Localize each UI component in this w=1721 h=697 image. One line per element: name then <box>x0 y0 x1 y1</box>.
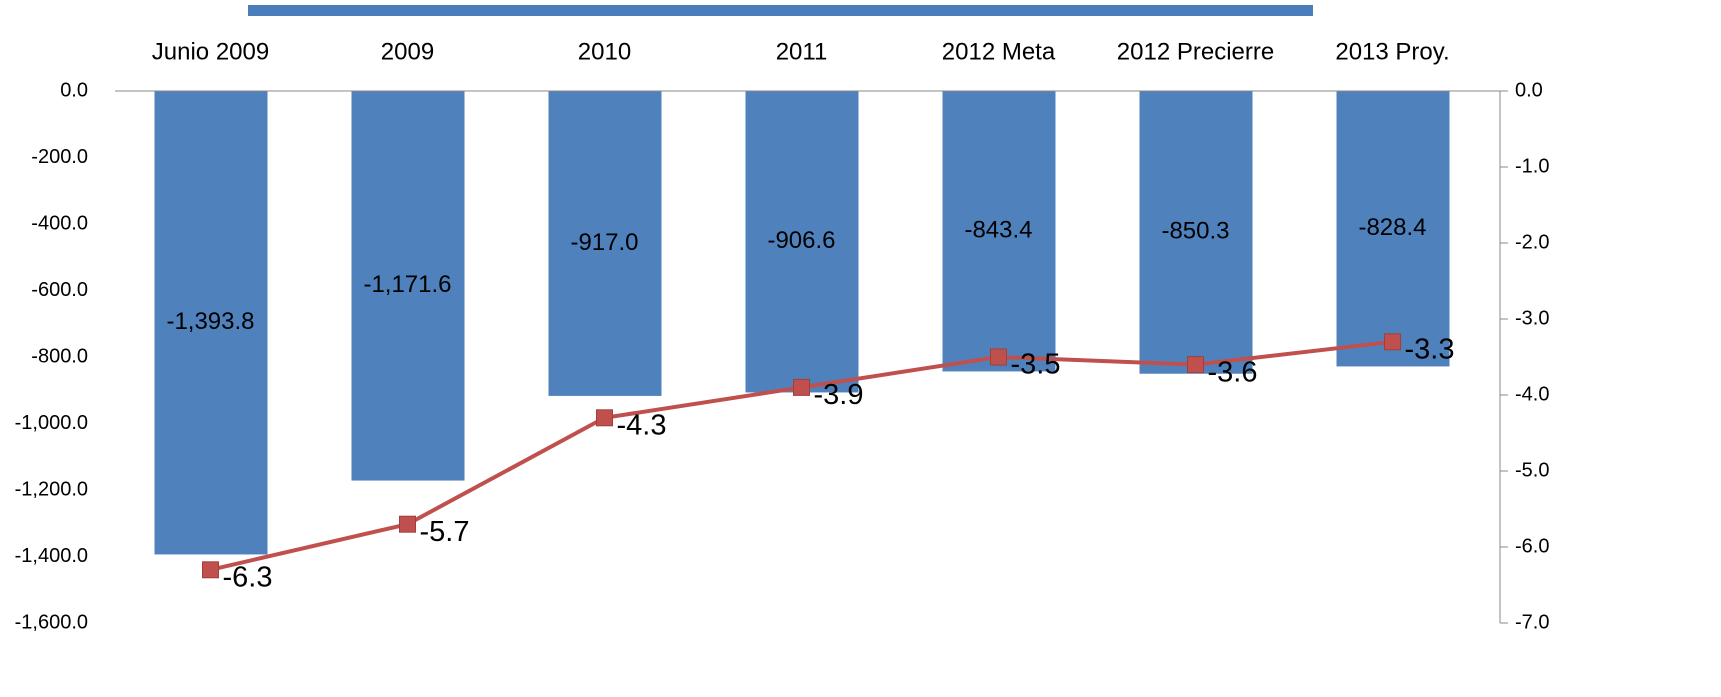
y2-tick-label: -4.0 <box>1515 383 1549 405</box>
x-tick-label: 2009 <box>381 38 434 65</box>
line-marker <box>399 515 416 533</box>
y-tick-label: 0.0 <box>60 79 88 101</box>
line-marker <box>596 409 613 427</box>
line-value-label: -5.7 <box>420 516 470 548</box>
y2-tick-label: -3.0 <box>1515 307 1549 329</box>
bar-value-label: -1,171.6 <box>363 271 451 298</box>
bar-value-label: -850.3 <box>1161 218 1229 245</box>
y-tick-label: -200.0 <box>31 146 88 168</box>
line-marker <box>1187 356 1204 374</box>
bar <box>745 91 859 393</box>
line-value-label: -3.5 <box>1011 349 1061 381</box>
bar <box>154 91 268 555</box>
line-value-label: -3.9 <box>814 379 864 411</box>
line-value-label: -3.3 <box>1405 333 1455 365</box>
x-tick-label: 2011 <box>776 38 828 65</box>
y2-tick-label: -6.0 <box>1515 535 1549 557</box>
x-tick-label: 2013 Proy. <box>1335 38 1449 65</box>
line-marker <box>990 348 1007 366</box>
line-marker <box>1384 333 1401 351</box>
y-tick-label: -600.0 <box>31 279 88 301</box>
bar <box>942 91 1056 372</box>
y-tick-label: -800.0 <box>31 345 88 367</box>
line-value-label: -6.3 <box>223 561 273 593</box>
y2-tick-label: -7.0 <box>1515 611 1549 633</box>
bar-value-label: -1,393.8 <box>166 308 254 335</box>
line-value-label: -4.3 <box>617 409 667 441</box>
y-tick-label: -1,200.0 <box>15 478 88 500</box>
bar-value-label: -828.4 <box>1358 214 1426 241</box>
bar-value-label: -906.6 <box>767 227 835 254</box>
bar <box>548 91 662 396</box>
bar <box>1336 91 1450 367</box>
header-bar <box>248 5 1313 16</box>
bar <box>1139 91 1253 374</box>
bar-value-label: -843.4 <box>964 217 1032 244</box>
y-tick-label: -1,000.0 <box>15 412 88 434</box>
y2-tick-label: -2.0 <box>1515 231 1549 253</box>
x-tick-label: 2010 <box>578 38 631 65</box>
y-tick-label: -1,600.0 <box>15 611 88 633</box>
y2-tick-label: 0.0 <box>1515 79 1543 101</box>
bar <box>351 91 465 481</box>
x-tick-label: 2012 Meta <box>942 38 1056 65</box>
y-tick-label: -1,400.0 <box>15 545 88 567</box>
x-tick-label: 2012 Precierre <box>1117 38 1274 65</box>
y2-tick-label: -5.0 <box>1515 459 1549 481</box>
bar-value-label: -917.0 <box>570 229 638 256</box>
line-marker <box>202 561 219 579</box>
y2-tick-label: -1.0 <box>1515 155 1549 177</box>
x-tick-label: Junio 2009 <box>152 38 269 65</box>
y-tick-label: -400.0 <box>31 212 88 234</box>
line-marker <box>793 378 810 396</box>
line-value-label: -3.6 <box>1208 356 1258 388</box>
